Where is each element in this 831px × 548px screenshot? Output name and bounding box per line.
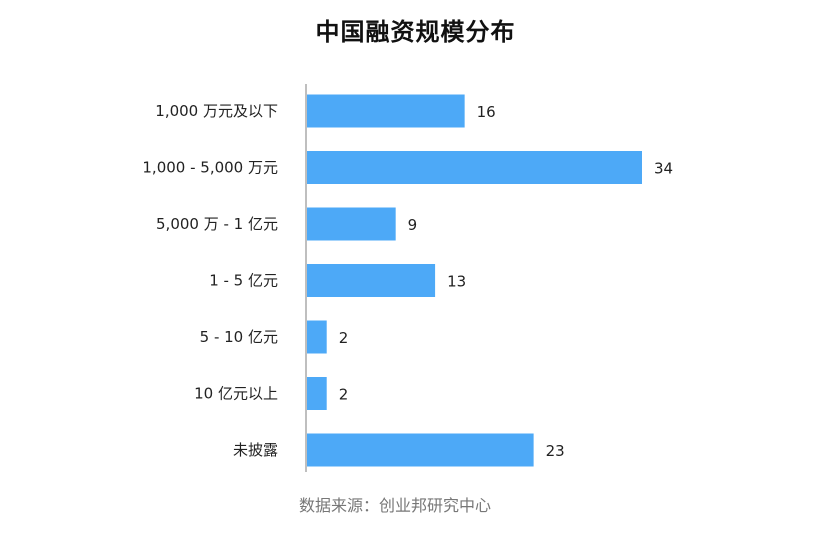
value-label-6: 23 [546,442,565,460]
value-label-4: 2 [339,329,349,347]
value-label-5: 2 [339,386,349,404]
bar-3 [307,264,436,297]
bar-0 [307,94,465,128]
bar-5 [307,377,327,410]
category-label-0: 1,000 万元及以下 [155,102,278,120]
bar-4 [307,320,327,354]
category-label-1: 1,000 - 5,000 万元 [142,159,278,177]
value-label-0: 16 [477,103,496,121]
category-label-3: 1 - 5 亿元 [209,272,278,290]
category-label-2: 5,000 万 - 1 亿元 [156,215,278,233]
category-label-4: 5 - 10 亿元 [200,328,278,346]
value-label-1: 34 [654,160,673,178]
value-label-3: 13 [447,273,466,291]
source-note: 数据来源：创业邦研究中心 [298,496,491,515]
bars-layer: 1,000 万元及以下 16 1,000 - 5,000 万元 34 5,000 万 -… [142,94,673,467]
bar-6 [307,433,534,467]
bar-2 [307,207,396,241]
category-label-5: 10 亿元以上 [194,385,278,403]
chart-title: 中国融资规模分布 [315,18,516,46]
category-label-6: 未披露 [233,441,278,459]
bar-1 [307,151,642,184]
value-label-2: 9 [408,216,418,234]
